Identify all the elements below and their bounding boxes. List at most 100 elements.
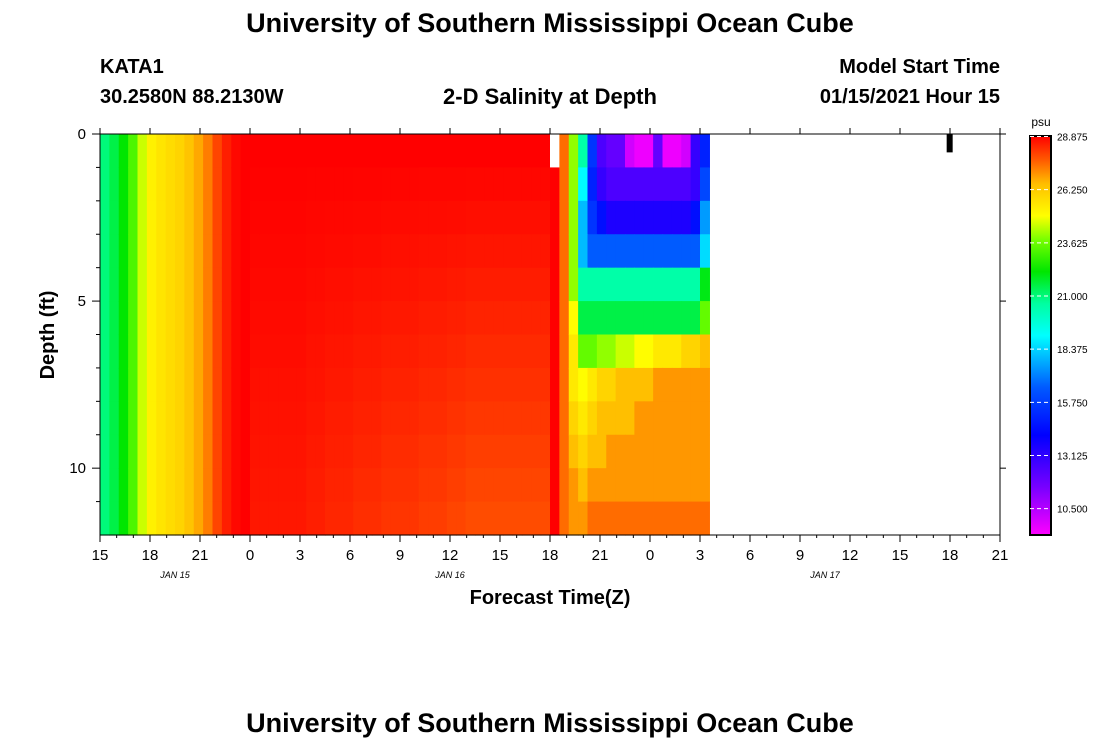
heatmap-cell	[615, 468, 626, 503]
heatmap-cell	[625, 367, 635, 402]
heatmap-cell	[568, 401, 579, 436]
heatmap-cell	[681, 167, 692, 202]
heatmap-cell	[203, 167, 214, 202]
heatmap-cell	[118, 468, 129, 503]
heatmap-cell	[653, 167, 664, 202]
x-tick-label: 3	[296, 547, 304, 564]
heatmap-cell	[596, 301, 607, 336]
heatmap-cell	[568, 334, 579, 369]
heatmap-cell	[278, 267, 289, 302]
heatmap-cell	[475, 401, 485, 436]
heatmap-cell	[109, 200, 120, 235]
heatmap-cell	[240, 434, 251, 469]
heatmap-cell	[175, 401, 185, 436]
heatmap-cell	[578, 134, 589, 169]
heatmap-cell	[165, 401, 176, 436]
heatmap-cell	[606, 167, 617, 202]
heatmap-cell	[662, 200, 673, 235]
heatmap-cell	[400, 200, 410, 235]
heatmap-cell	[625, 401, 635, 436]
heatmap-cell	[540, 401, 551, 436]
heatmap-cell	[193, 367, 204, 402]
heatmap-cell	[484, 301, 495, 336]
heatmap-cell	[409, 401, 420, 436]
heatmap-cell	[259, 167, 270, 202]
heatmap-cell	[240, 167, 251, 202]
heatmap-cell	[428, 501, 439, 536]
heatmap-cell	[653, 267, 664, 302]
heatmap-cell	[400, 501, 410, 536]
heatmap-cell	[456, 401, 467, 436]
heatmap-cell	[521, 134, 532, 169]
heatmap-cell	[484, 267, 495, 302]
heatmap-cell	[221, 200, 232, 235]
heatmap-cell	[156, 501, 167, 536]
heatmap-cell	[146, 234, 157, 269]
heatmap-cell	[100, 334, 110, 369]
heatmap-cell	[203, 334, 214, 369]
heatmap-cell	[643, 434, 654, 469]
heatmap-cell	[446, 200, 457, 235]
heatmap-cell	[259, 301, 270, 336]
heatmap-cell	[287, 501, 298, 536]
heatmap-cell	[475, 334, 485, 369]
heatmap-cell	[268, 167, 279, 202]
heatmap-cell	[381, 200, 392, 235]
colorbar-tick-label: 28.875	[1057, 133, 1088, 144]
heatmap-cell	[596, 434, 607, 469]
heatmap-cell	[540, 367, 551, 402]
heatmap-cell	[662, 134, 673, 169]
heatmap-cell	[465, 334, 476, 369]
heatmap-cell	[193, 134, 204, 169]
heatmap-cell	[446, 501, 457, 536]
heatmap-cell	[137, 267, 148, 302]
heatmap-cell	[681, 200, 692, 235]
heatmap-cell	[596, 468, 607, 503]
heatmap-cell	[146, 501, 157, 536]
heatmap-cell	[109, 501, 120, 536]
heatmap-cell	[503, 167, 514, 202]
heatmap-cell	[681, 367, 692, 402]
heatmap-cell	[690, 401, 701, 436]
heatmap-cell	[681, 267, 692, 302]
heatmap-cell	[334, 200, 345, 235]
heatmap-cell	[315, 501, 326, 536]
heatmap-cell	[625, 468, 635, 503]
heatmap-cell	[315, 468, 326, 503]
heatmap-cell	[596, 501, 607, 536]
heatmap-cell	[484, 334, 495, 369]
heatmap-cell	[296, 267, 307, 302]
heatmap-cell	[203, 200, 214, 235]
heatmap-cell	[390, 334, 401, 369]
heatmap-cell	[437, 167, 448, 202]
heatmap-cell	[259, 468, 270, 503]
heatmap-cell	[568, 468, 579, 503]
heatmap-cell	[287, 334, 298, 369]
heatmap-cell	[568, 200, 579, 235]
heatmap-cell	[362, 434, 373, 469]
heatmap-cell	[306, 200, 317, 235]
heatmap-cell	[212, 434, 223, 469]
heatmap-cell	[521, 468, 532, 503]
heatmap-cell	[484, 234, 495, 269]
heatmap-cell	[100, 401, 110, 436]
heatmap-cell	[521, 267, 532, 302]
heatmap-cell	[653, 501, 664, 536]
heatmap-cell	[578, 167, 589, 202]
heatmap-cell	[662, 401, 673, 436]
heatmap-cell	[250, 501, 260, 536]
heatmap-cell	[371, 167, 382, 202]
heatmap-cell	[184, 501, 195, 536]
heatmap-cell	[118, 434, 129, 469]
heatmap-cell	[325, 334, 335, 369]
heatmap-cell	[390, 134, 401, 169]
heatmap-cell	[165, 134, 176, 169]
heatmap-cell	[428, 267, 439, 302]
heatmap-cell	[193, 267, 204, 302]
heatmap-cell	[371, 367, 382, 402]
heatmap-cell	[165, 301, 176, 336]
heatmap-cell	[334, 367, 345, 402]
heatmap-cell	[700, 234, 710, 269]
heatmap-cell	[428, 401, 439, 436]
heatmap-cell	[240, 367, 251, 402]
